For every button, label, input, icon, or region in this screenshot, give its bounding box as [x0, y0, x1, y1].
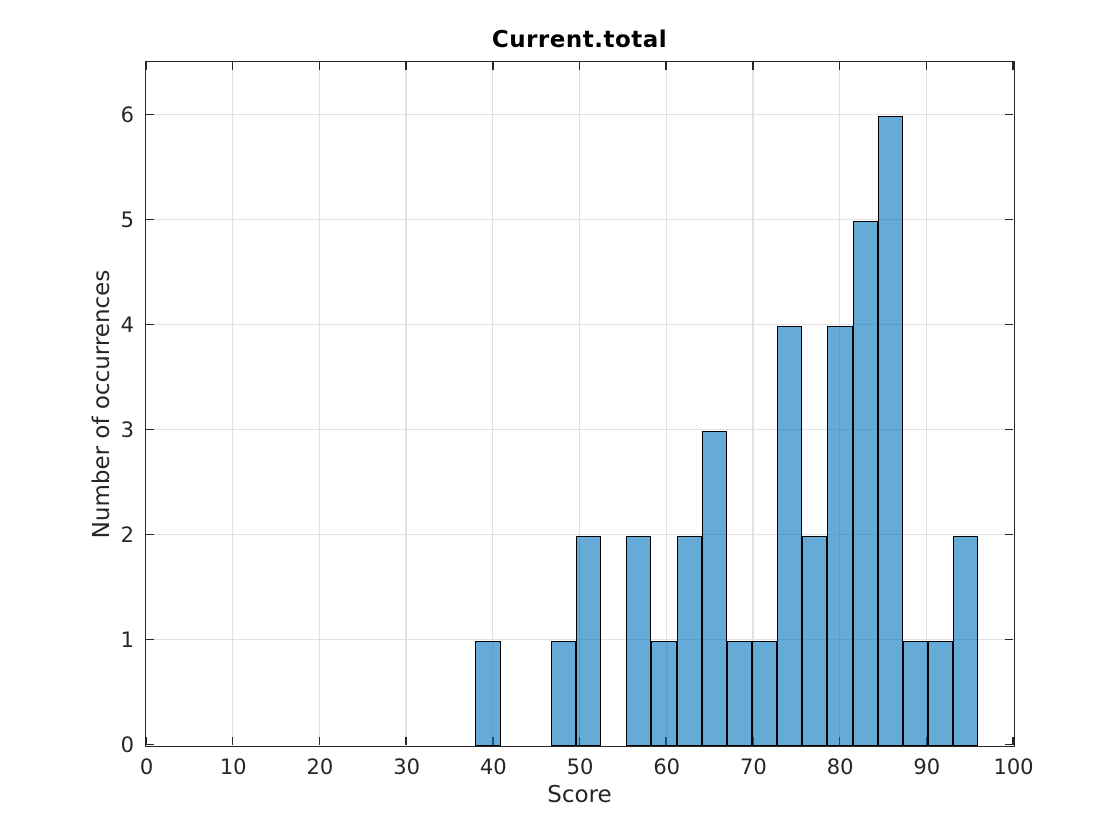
x-axis-label: Score	[547, 782, 612, 808]
x-tick-mark	[231, 736, 234, 745]
x-tick-mark-top	[925, 62, 928, 70]
grid-line-vertical	[665, 62, 667, 745]
grid-line-vertical	[925, 62, 927, 745]
grid-line-vertical	[492, 62, 494, 745]
histogram-bar	[802, 535, 828, 746]
y-tick-mark	[146, 743, 154, 746]
x-tick-mark-top	[752, 62, 754, 70]
histogram-bar	[576, 535, 602, 746]
histogram-bar	[953, 535, 979, 746]
histogram-bar	[877, 115, 903, 746]
grid-line-vertical	[578, 62, 581, 745]
y-tick-label: 6	[120, 103, 134, 127]
x-tick-mark-top	[405, 62, 407, 70]
grid-line-horizontal	[146, 218, 1013, 221]
y-tick-mark	[146, 218, 154, 221]
grid-line-vertical	[752, 62, 754, 745]
y-tick-mark-right	[1005, 323, 1013, 326]
y-tick-mark	[146, 323, 154, 326]
y-tick-label: 5	[120, 208, 134, 232]
histogram-bar	[651, 640, 677, 746]
x-tick-label: 80	[826, 755, 854, 779]
y-axis-label: Number of occurrences	[89, 269, 115, 539]
x-tick-mark-top	[838, 62, 841, 70]
chart-title: Current.total	[491, 27, 668, 53]
x-tick-mark	[145, 736, 147, 745]
x-tick-mark-top	[1012, 62, 1014, 70]
grid-line-horizontal	[146, 428, 1013, 431]
x-tick-label: 0	[139, 755, 154, 779]
y-tick-label: 3	[120, 418, 134, 442]
x-tick-label: 70	[740, 755, 767, 779]
y-tick-label: 4	[120, 313, 134, 337]
histogram-bar	[827, 325, 853, 746]
x-tick-label: 50	[566, 755, 594, 779]
plot-area	[145, 61, 1015, 747]
x-tick-mark-top	[145, 62, 147, 70]
x-tick-label: 60	[653, 755, 681, 779]
grid-line-horizontal	[146, 113, 1013, 116]
y-tick-mark	[146, 533, 154, 536]
y-tick-mark-right	[1005, 428, 1013, 431]
x-tick-label: 30	[393, 755, 420, 779]
grid-line-vertical	[318, 62, 321, 745]
x-tick-mark-top	[231, 62, 234, 70]
x-tick-mark	[405, 736, 407, 745]
histogram-bar	[550, 640, 577, 746]
x-tick-label: 100	[993, 755, 1034, 779]
x-tick-mark	[1012, 736, 1014, 745]
y-tick-mark	[146, 428, 154, 431]
x-tick-label: 20	[306, 755, 334, 779]
x-tick-mark-top	[578, 62, 581, 70]
histogram-bar	[928, 640, 954, 746]
histogram-bar	[902, 640, 929, 746]
histogram-bar	[676, 535, 702, 746]
histogram-bar	[852, 220, 878, 746]
x-tick-mark-top	[492, 62, 494, 70]
y-tick-label: 0	[120, 733, 134, 757]
x-tick-mark-top	[318, 62, 321, 70]
grid-line-horizontal	[146, 533, 1013, 536]
histogram-bar	[475, 640, 501, 746]
grid-line-horizontal	[146, 323, 1013, 326]
histogram-bar	[726, 640, 753, 746]
histogram-bar	[777, 325, 803, 746]
y-tick-mark	[146, 638, 154, 641]
x-tick-label: 10	[219, 755, 247, 779]
y-tick-mark-right	[1005, 743, 1013, 746]
y-tick-label: 2	[120, 523, 134, 547]
y-tick-mark-right	[1005, 533, 1013, 536]
histogram-bar	[752, 640, 778, 746]
grid-line-vertical	[232, 62, 234, 745]
y-tick-mark-right	[1005, 218, 1013, 221]
y-tick-mark-right	[1005, 638, 1013, 641]
x-tick-label: 90	[913, 755, 941, 779]
grid-line-vertical	[405, 62, 407, 745]
x-tick-mark	[318, 736, 321, 745]
y-tick-mark-right	[1005, 113, 1013, 116]
y-tick-label: 1	[120, 628, 134, 652]
y-tick-mark	[146, 113, 154, 116]
histogram-bar	[626, 535, 652, 746]
x-tick-mark-top	[665, 62, 667, 70]
x-tick-label: 40	[479, 755, 507, 779]
histogram-bar	[701, 430, 727, 746]
